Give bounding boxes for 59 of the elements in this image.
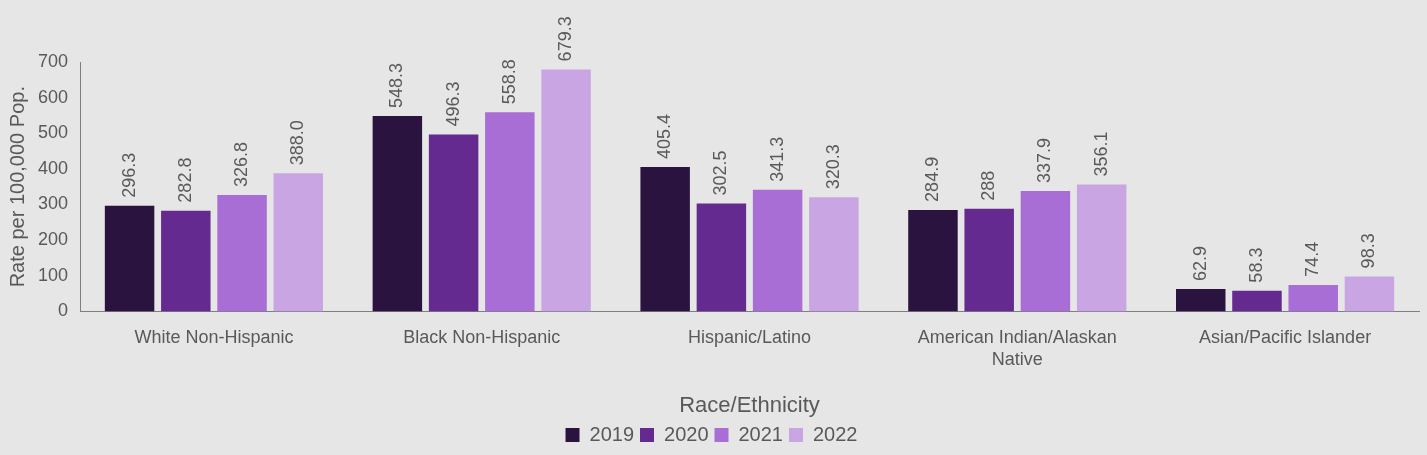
bar [217, 194, 267, 312]
y-tick-label: 600 [37, 86, 69, 107]
data-label: 288 [978, 170, 999, 201]
bar [1344, 276, 1395, 312]
data-label: 58.3 [1245, 247, 1266, 283]
bar [1232, 290, 1282, 312]
data-label: 302.5 [710, 150, 731, 196]
bar [752, 189, 803, 312]
data-label: 284.9 [921, 156, 942, 202]
data-label: 548.3 [386, 63, 407, 109]
data-label: 98.3 [1358, 233, 1379, 269]
y-tick-label: 200 [37, 229, 69, 250]
bar [372, 116, 423, 312]
bar [1176, 288, 1226, 312]
data-label: 74.4 [1302, 241, 1323, 277]
data-label: 326.8 [231, 141, 252, 187]
legend-label: 2021 [738, 422, 783, 445]
x-axis-title: Race/Ethnicity [679, 391, 820, 417]
bar [809, 197, 859, 312]
data-label: 496.3 [442, 81, 463, 127]
data-label: 679.3 [555, 16, 576, 62]
x-tick-label: Hispanic/Latino [687, 327, 812, 348]
bar [640, 166, 690, 312]
data-label: 282.8 [174, 157, 195, 203]
x-tick-label: Black Non-Hispanic [403, 327, 561, 348]
legend-label: 2022 [812, 422, 858, 445]
data-label: 62.9 [1189, 245, 1210, 281]
x-tick-label: White Non-Hispanic [134, 327, 294, 348]
data-label: 337.9 [1034, 137, 1055, 184]
bar [1288, 284, 1338, 312]
data-label: 341.3 [766, 136, 787, 182]
y-tick-label: 500 [37, 122, 69, 143]
data-label: 320.3 [822, 144, 843, 190]
y-axis-title: Rate per 100,000 Pop. [5, 86, 28, 288]
x-tick-label: American Indian/Alaskan Native [917, 327, 1117, 369]
data-label: 405.4 [654, 113, 675, 159]
bar [428, 134, 479, 312]
x-tick-label: Asian/Pacific Islander [1199, 327, 1372, 348]
data-label: 388.0 [287, 120, 308, 166]
bar [908, 209, 958, 312]
data-label: 296.3 [118, 152, 139, 198]
y-tick-label: 100 [37, 264, 69, 285]
bar [541, 69, 591, 312]
bar [161, 210, 211, 312]
data-label: 356.1 [1090, 131, 1111, 177]
bar [104, 205, 155, 312]
data-label: 558.8 [498, 59, 519, 105]
bar [964, 208, 1014, 312]
legend-label: 2019 [589, 422, 635, 445]
y-tick-label: 300 [37, 193, 69, 214]
y-tick-label: 400 [37, 157, 69, 178]
bar [273, 173, 324, 312]
bar [1020, 191, 1071, 312]
bar [696, 203, 747, 312]
bar [1076, 184, 1127, 312]
legend-label: 2020 [664, 422, 709, 445]
bar [485, 112, 535, 312]
y-tick-label: 700 [37, 50, 69, 71]
y-tick-label: 0 [58, 300, 69, 321]
